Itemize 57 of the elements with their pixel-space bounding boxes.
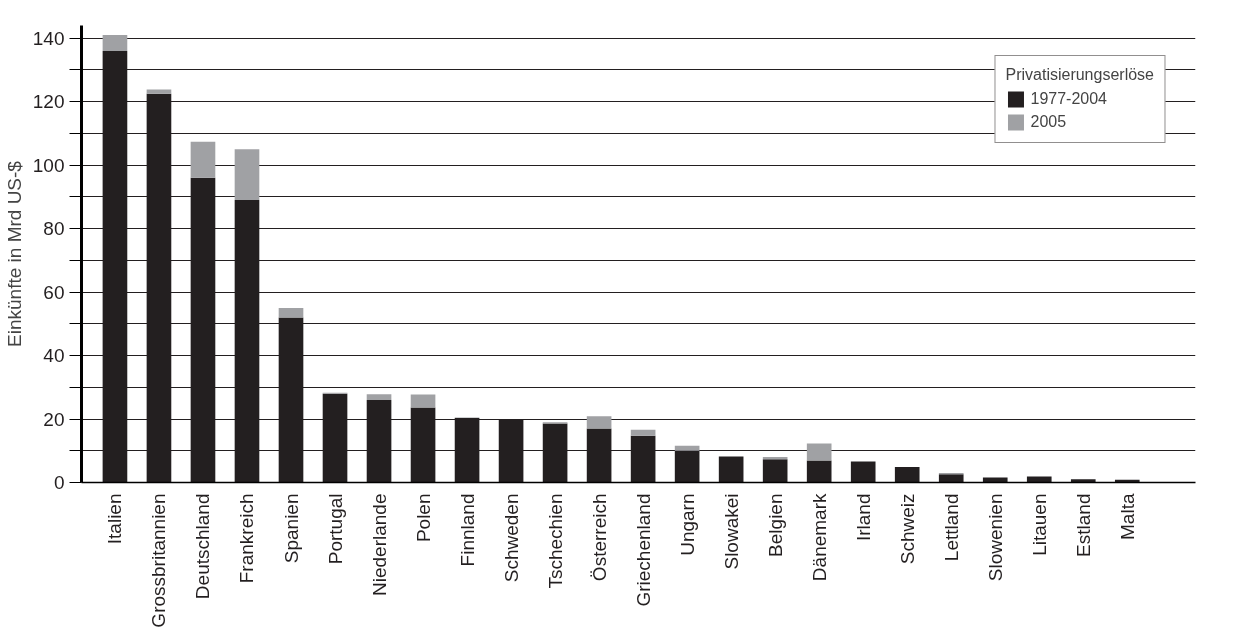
x-tick-label: Malta — [1116, 493, 1138, 540]
bar — [762, 459, 788, 483]
y-tick-label: 0 — [53, 472, 65, 493]
legend-title: Privatisierungserlöse — [1005, 66, 1154, 84]
x-tick-label: Litauen — [1028, 493, 1050, 556]
x-tick-label: Polen — [412, 493, 434, 543]
x-tick-label: Slowakei — [720, 493, 742, 570]
bar — [894, 466, 920, 483]
bar — [806, 443, 832, 461]
x-tick-label: Tschechien — [544, 493, 566, 589]
bar — [410, 394, 436, 408]
x-tick-label: Belgien — [764, 493, 786, 557]
x-tick-label: Deutschland — [192, 493, 214, 600]
bar — [850, 461, 876, 483]
x-tick-label: Schweden — [500, 493, 522, 583]
x-tick-label: Niederlande — [368, 493, 390, 596]
bar — [1026, 476, 1052, 483]
bar — [938, 474, 964, 483]
x-tick-label: Irland — [852, 493, 874, 542]
bar — [234, 149, 260, 201]
y-tick-label: 120 — [32, 91, 65, 113]
x-tick-label: Slowenien — [984, 493, 1006, 582]
x-tick-label: Estland — [1072, 493, 1094, 557]
x-tick-label: Finnland — [456, 493, 478, 567]
bar — [630, 429, 656, 436]
x-tick-label: Italien — [104, 493, 126, 545]
bar — [146, 89, 172, 94]
bar — [278, 307, 304, 318]
bar — [1070, 479, 1096, 483]
y-tick-label: 100 — [32, 154, 65, 176]
x-tick-label: Grossbritannien — [148, 493, 170, 628]
bar — [718, 456, 744, 483]
x-tick-label: Ungarn — [676, 493, 698, 556]
x-tick-label: Lettland — [940, 493, 962, 562]
y-tick-label: 40 — [43, 345, 65, 367]
bar — [674, 445, 700, 451]
y-tick-label: 80 — [43, 218, 65, 240]
legend-label: 2005 — [1030, 113, 1067, 131]
bar — [806, 460, 832, 483]
x-tick-label: Spanien — [280, 493, 302, 564]
y-axis-title: Einkünfte in Mrd US-$ — [3, 160, 25, 347]
bar — [586, 416, 612, 429]
y-tick-label: 140 — [32, 27, 65, 49]
bar — [982, 477, 1008, 483]
bar — [190, 141, 216, 178]
x-tick-label: Portugal — [324, 493, 346, 565]
x-tick-label: Österreich — [588, 493, 610, 582]
x-tick-label: Griechenland — [632, 493, 654, 607]
bar — [674, 450, 700, 483]
bar — [366, 394, 392, 400]
legend-label: 1977-2004 — [1030, 90, 1107, 108]
x-tick-label: Dänemark — [808, 493, 830, 582]
x-tick-label: Schweiz — [896, 493, 918, 565]
bar — [102, 35, 128, 51]
y-tick-label: 60 — [43, 281, 65, 303]
y-tick-label: 20 — [43, 408, 65, 430]
x-tick-label: Frankreich — [236, 493, 258, 584]
